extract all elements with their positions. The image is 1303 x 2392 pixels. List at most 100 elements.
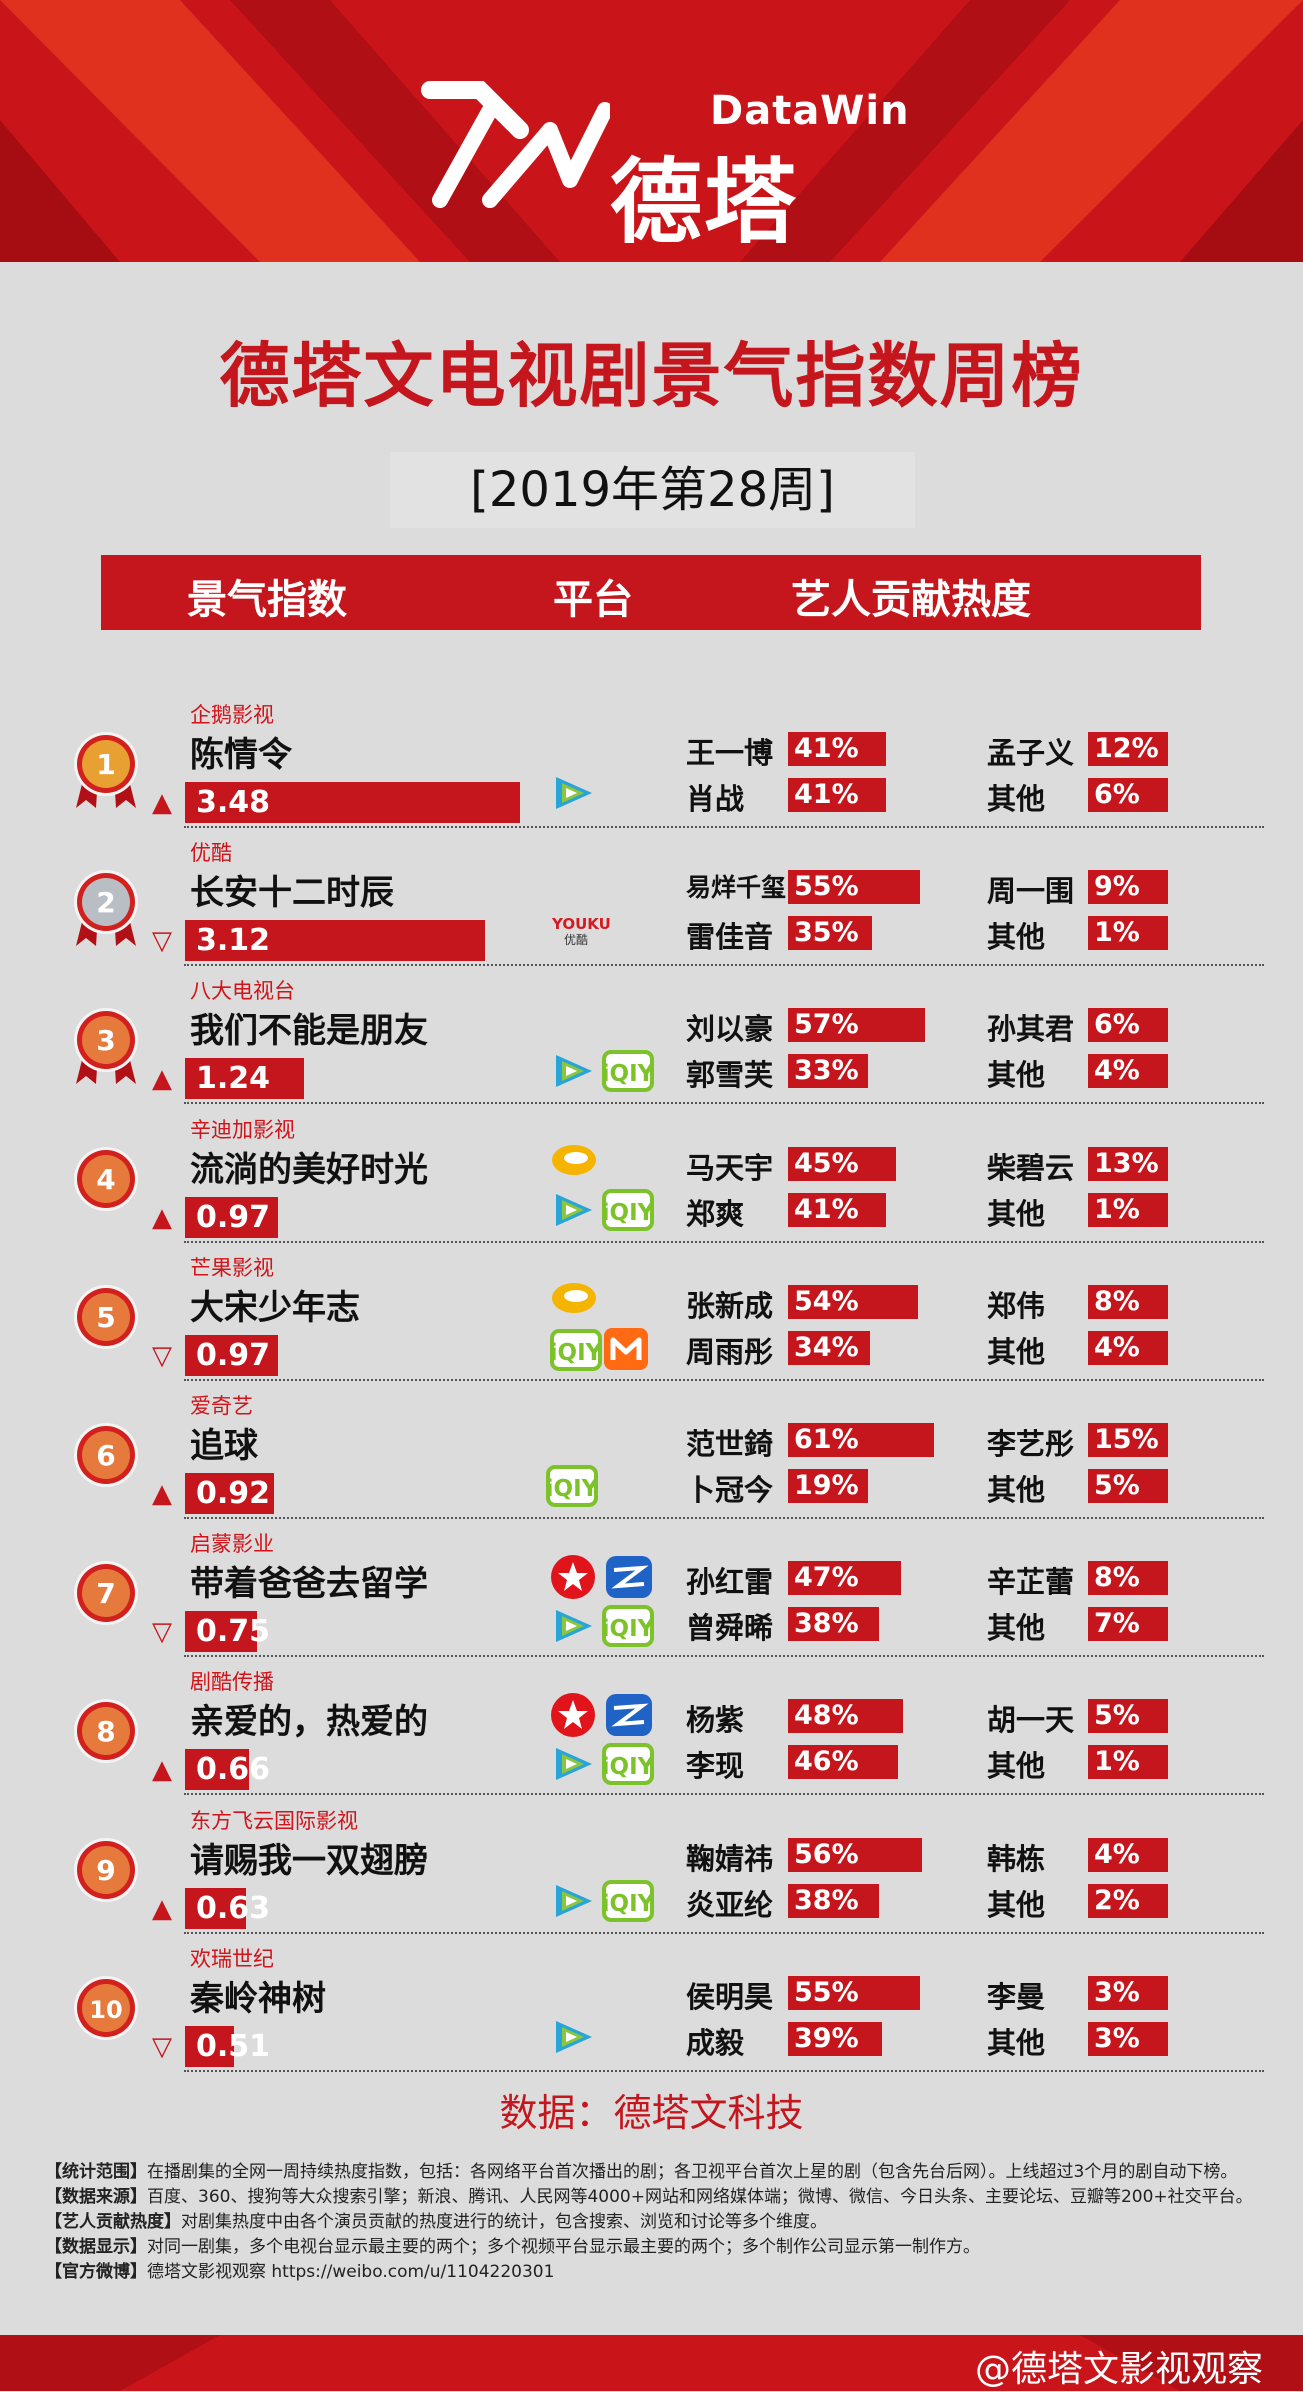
artist-share-value: 38% (794, 1608, 859, 1639)
ranking-row-7: 7 启蒙影业 带着爸爸去留学 ▽ 0.75 iQIY 孙红雷 47% 辛芷蕾 8% 曾舜晞 38% 其他… (62, 1524, 1264, 1662)
artist-share-value: 41% (794, 779, 859, 810)
artist-name: 柴碧云 (987, 1151, 1075, 1185)
row-divider (184, 1932, 1264, 1934)
artist-share-bar (1088, 1147, 1168, 1181)
weibo-watermark: @德塔文影视观察 (975, 2349, 1264, 2390)
artist-share-bar (788, 1469, 868, 1503)
artist-name: 其他 (987, 1473, 1046, 1507)
artist-name: 其他 (987, 782, 1046, 816)
artist-share-bar (1088, 870, 1168, 904)
logo-english-text: DataWin (710, 88, 910, 134)
tencent-video-icon (550, 1051, 596, 1095)
trend-down-icon: ▽ (152, 926, 172, 956)
index-bar (185, 1197, 278, 1238)
row-divider (184, 1793, 1264, 1795)
artist-share-value: 34% (794, 1332, 859, 1363)
header-rays (0, 0, 1303, 262)
artist-share-value: 33% (794, 1055, 859, 1086)
artist-share-value: 1% (1094, 1194, 1140, 1225)
artist-share-bar (788, 2022, 882, 2056)
drama-title: 长安十二时辰 (190, 873, 394, 913)
rank-number: 10 (89, 1996, 122, 2024)
svg-text:iQIY: iQIY (550, 1340, 602, 1366)
ranking-row-6: 6 爱奇艺 追球 ▲ 0.92 iQIY 范世錡 61% 李艺彤 15% 卜冠今 19% 其他 5% (62, 1386, 1264, 1524)
drama-title: 陈情令 (190, 735, 292, 775)
rank-medal-10: 10 (74, 1976, 138, 2040)
artist-share-bar (788, 1331, 870, 1365)
tencent-video-icon (550, 1606, 596, 1650)
rank-medal-1: 1 (74, 732, 138, 808)
index-value: 0.97 (196, 1200, 271, 1235)
rank-medal-6: 6 (74, 1423, 138, 1487)
artist-name: 其他 (987, 1749, 1046, 1783)
artist-share-value: 7% (1094, 1608, 1140, 1639)
index-value: 0.51 (196, 2029, 271, 2064)
svg-text:iQIY: iQIY (602, 1754, 654, 1780)
company-name: 辛迪加影视 (190, 1118, 295, 1142)
artist-name: 郑爽 (686, 1197, 745, 1231)
trend-up-icon: ▲ (152, 1064, 172, 1094)
artist-share-value: 56% (794, 1839, 859, 1870)
artist-share-value: 57% (794, 1009, 859, 1040)
index-value: 0.66 (196, 1752, 271, 1787)
rank-number: 1 (96, 748, 115, 781)
index-value: 0.92 (196, 1476, 271, 1511)
artist-share-value: 2% (1094, 1885, 1140, 1916)
artist-share-value: 35% (794, 917, 859, 948)
rank-medal-7: 7 (74, 1561, 138, 1625)
company-name: 爱奇艺 (190, 1394, 253, 1418)
artist-share-bar (788, 1193, 886, 1227)
tencent-video-icon (550, 2017, 596, 2061)
row-divider (184, 1655, 1264, 1657)
company-name: 芒果影视 (190, 1256, 274, 1280)
note-artist-contribution: 【艺人贡献热度】对剧集热度中由各个演员贡献的热度进行的统计，包含搜索、浏览和讨论… (45, 2212, 827, 2232)
artist-name: 孙红雷 (686, 1565, 774, 1599)
rank-medal-8: 8 (74, 1699, 138, 1763)
mgtv-icon (602, 1326, 650, 1376)
svg-text:iQIY: iQIY (602, 1200, 654, 1226)
column-header-contrib: 艺人贡献热度 (791, 577, 1031, 623)
header-banner: DataWin 德塔文 (0, 0, 1303, 262)
hunan-tv-icon (550, 1142, 600, 1182)
artist-name: 郑伟 (987, 1289, 1046, 1323)
svg-text:iQIY: iQIY (602, 1061, 654, 1087)
dragon-tv-icon (548, 1692, 598, 1742)
artist-name: 其他 (987, 1888, 1046, 1922)
artist-share-value: 19% (794, 1470, 859, 1501)
artist-share-bar (1088, 1193, 1168, 1227)
rank-number: 9 (96, 1854, 115, 1887)
note-display: 【数据显示】对同一剧集，多个电视台显示最主要的两个；多个视频平台显示最主要的两个… (45, 2237, 980, 2257)
tencent-video-icon (550, 1744, 596, 1788)
artist-name: 成毅 (686, 2026, 745, 2060)
rank-medal-3: 3 (74, 1008, 138, 1084)
artist-name: 鞠婧祎 (686, 1842, 774, 1876)
iqiyi-icon: iQIY (602, 1879, 655, 1927)
row-divider (184, 1102, 1264, 1104)
artist-share-bar (788, 916, 872, 950)
artist-share-value: 4% (1094, 1839, 1140, 1870)
artist-share-bar (1088, 2022, 1168, 2056)
artist-share-bar (1088, 1423, 1168, 1457)
artist-share-bar (788, 1423, 934, 1457)
ranking-row-10: 10 欢瑞世纪 秦岭神树 ▽ 0.51 侯明昊 55% 李曼 3% 成毅 39% 其他 3% (62, 1939, 1264, 2077)
drama-title: 带着爸爸去留学 (190, 1564, 428, 1604)
company-name: 剧酷传播 (190, 1670, 274, 1694)
artist-share-bar (788, 1976, 920, 2010)
artist-share-bar (1088, 1469, 1168, 1503)
artist-share-value: 54% (794, 1286, 859, 1317)
iqiyi-icon: iQIY (550, 1328, 603, 1376)
trend-up-icon: ▲ (152, 1755, 172, 1785)
company-name: 启蒙影业 (190, 1532, 274, 1556)
artist-share-value: 39% (794, 2023, 859, 2054)
artist-share-value: 48% (794, 1700, 859, 1731)
artist-share-value: 15% (1094, 1424, 1159, 1455)
artist-name: 郭雪芙 (686, 1058, 774, 1092)
ranking-row-8: 8 剧酷传播 亲爱的，热爱的 ▲ 0.66 iQIY 杨紫 48% 胡一天 5% 李现 46% 其他 1% (62, 1662, 1264, 1800)
rank-medal-4: 4 (74, 1147, 138, 1211)
data-source: 数据：德塔文科技 (499, 2091, 804, 2135)
artist-share-bar (788, 1838, 922, 1872)
index-value: 0.63 (196, 1891, 271, 1926)
iqiyi-icon: iQIY (602, 1604, 655, 1652)
ranking-row-5: 5 芒果影视 大宋少年志 ▽ 0.97 iQIY 张新成 54% 郑伟 8% 周雨彤 34% 其他 4% (62, 1248, 1264, 1386)
artist-name: 马天宇 (686, 1151, 774, 1185)
